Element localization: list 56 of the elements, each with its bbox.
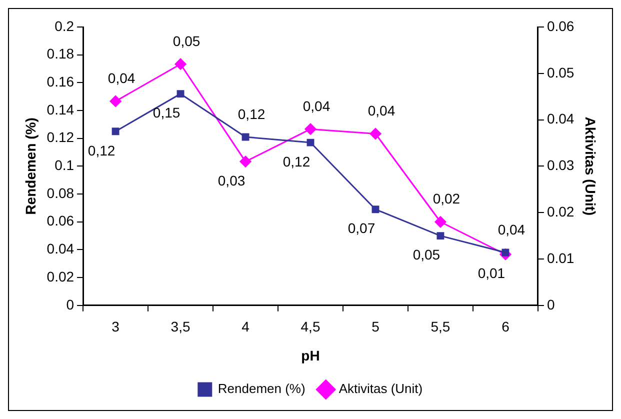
y-tick-label: 0.02 bbox=[46, 268, 74, 284]
y2-tick-label: 0.06 bbox=[546, 18, 574, 34]
data-label: 0,01 bbox=[478, 265, 506, 282]
data-label: 0,12 bbox=[88, 142, 116, 158]
data-label: 0,07 bbox=[348, 220, 376, 236]
point bbox=[436, 232, 444, 240]
y2-tick-label: 0.02 bbox=[546, 203, 574, 220]
data-label: 0,04 bbox=[108, 70, 136, 86]
data-label: 0,15 bbox=[152, 104, 180, 121]
y2-tick-label: 0 bbox=[546, 296, 555, 312]
point bbox=[240, 156, 252, 168]
point bbox=[370, 128, 382, 140]
y-tick-label: 0.18 bbox=[46, 46, 74, 62]
y-tick-label: 0.16 bbox=[46, 74, 74, 90]
data-label: 0,05 bbox=[172, 32, 200, 49]
x-axis-title: pH bbox=[301, 347, 320, 364]
point bbox=[304, 123, 316, 135]
point bbox=[174, 58, 186, 70]
y-tick-label: 0.1 bbox=[54, 157, 74, 174]
legend-label: Rendemen (%) bbox=[218, 381, 306, 396]
y-tick-label: 0 bbox=[66, 296, 74, 312]
x-tick-label: 6 bbox=[502, 318, 510, 335]
data-label: 0,05 bbox=[412, 246, 440, 263]
point bbox=[306, 138, 314, 146]
y-axis-title: Rendemen (%) bbox=[22, 118, 38, 215]
y2-tick-label: 0.05 bbox=[546, 64, 574, 80]
x-tick-label: 4,5 bbox=[300, 318, 320, 335]
data-label: 0,04 bbox=[498, 221, 526, 238]
y-tick-label: 0.2 bbox=[54, 18, 74, 34]
x-tick-label: 5 bbox=[372, 318, 380, 335]
legend-label: Aktivitas (Unit) bbox=[338, 381, 423, 396]
point bbox=[372, 206, 380, 214]
y-tick-label: 0.14 bbox=[46, 101, 74, 118]
y2-axis-title: Aktivitas (Unit) bbox=[582, 116, 599, 216]
data-label: 0,12 bbox=[282, 153, 310, 170]
x-tick-label: 4 bbox=[242, 318, 250, 335]
y-tick-label: 0.06 bbox=[46, 212, 74, 229]
x-tick-label: 3 bbox=[112, 318, 120, 335]
y-tick-label: 0.04 bbox=[46, 240, 74, 257]
x-tick-label: 3,5 bbox=[170, 318, 190, 335]
point bbox=[176, 90, 184, 98]
y-tick-label: 0.08 bbox=[46, 184, 74, 201]
data-label: 0,02 bbox=[432, 190, 460, 207]
point bbox=[110, 95, 122, 107]
y2-tick-label: 0.01 bbox=[546, 250, 574, 266]
y2-tick-label: 0.04 bbox=[546, 110, 574, 127]
data-label: 0,12 bbox=[238, 106, 266, 122]
data-label: 0,04 bbox=[302, 98, 330, 114]
point bbox=[112, 128, 120, 136]
y-tick-label: 0.12 bbox=[46, 129, 74, 146]
point bbox=[434, 216, 446, 228]
data-label: 0,03 bbox=[218, 172, 246, 188]
data-label: 0,04 bbox=[368, 102, 396, 119]
x-tick-label: 5,5 bbox=[430, 318, 450, 335]
point bbox=[242, 133, 250, 141]
y2-tick-label: 0.03 bbox=[546, 157, 574, 174]
